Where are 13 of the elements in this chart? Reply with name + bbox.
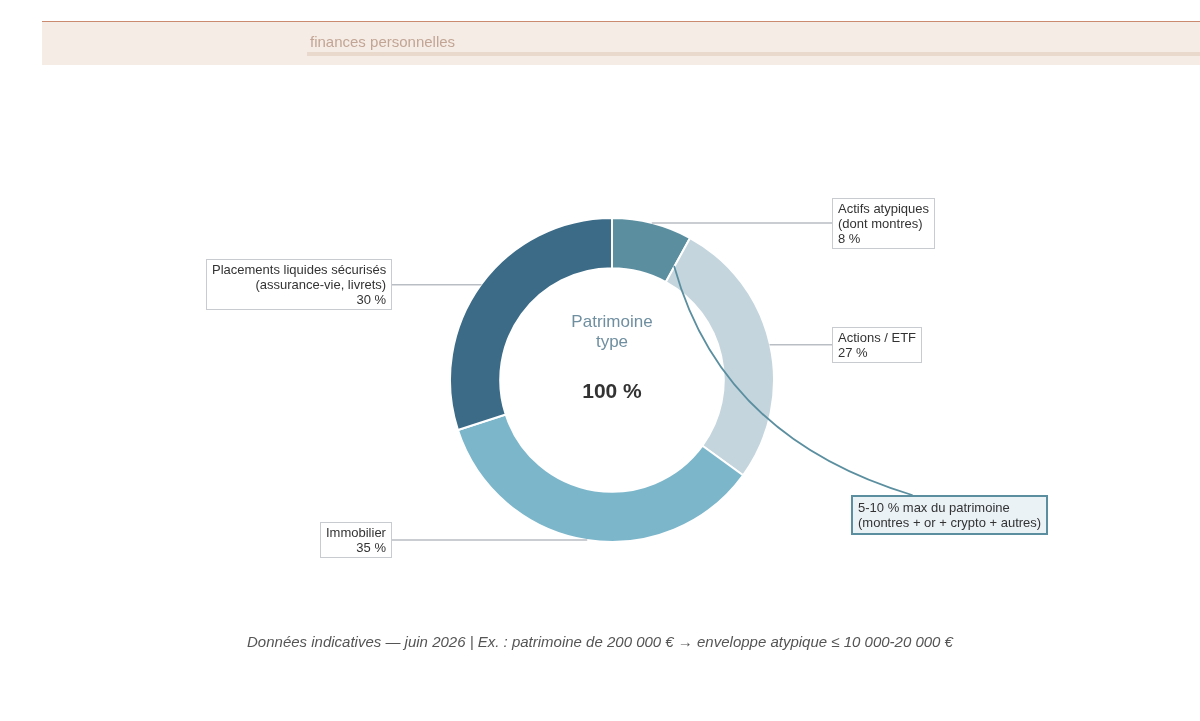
- data-label: 8 %: [838, 230, 861, 246]
- slice-label: Placements liquides sécurisés (assurance-vie, livrets): [212, 262, 387, 293]
- data-label: 30 %: [355, 292, 387, 308]
- text: Données indicatives — juin 2026 | Ex. : patrimoine de 200 000 € → enveloppe atypique ≤ 10 000-20 000 €: [246, 633, 955, 650]
- slice-label: Actifs atypiques (dont montres): [838, 200, 930, 231]
- data-label: 35 %: [355, 540, 386, 555]
- data-label: 27 %: [838, 344, 869, 360]
- slice-label: Immobilier: [326, 525, 386, 540]
- chart-subtitle: finances personnelles: [310, 33, 456, 50]
- text: Patrimoine type: [570, 312, 654, 352]
- slice-label: Actions / ETF: [838, 329, 917, 345]
- text: 100 %: [581, 379, 643, 403]
- text: 5-10 % max du patrimoine (montres + or + crypto + autres): [858, 500, 1042, 530]
